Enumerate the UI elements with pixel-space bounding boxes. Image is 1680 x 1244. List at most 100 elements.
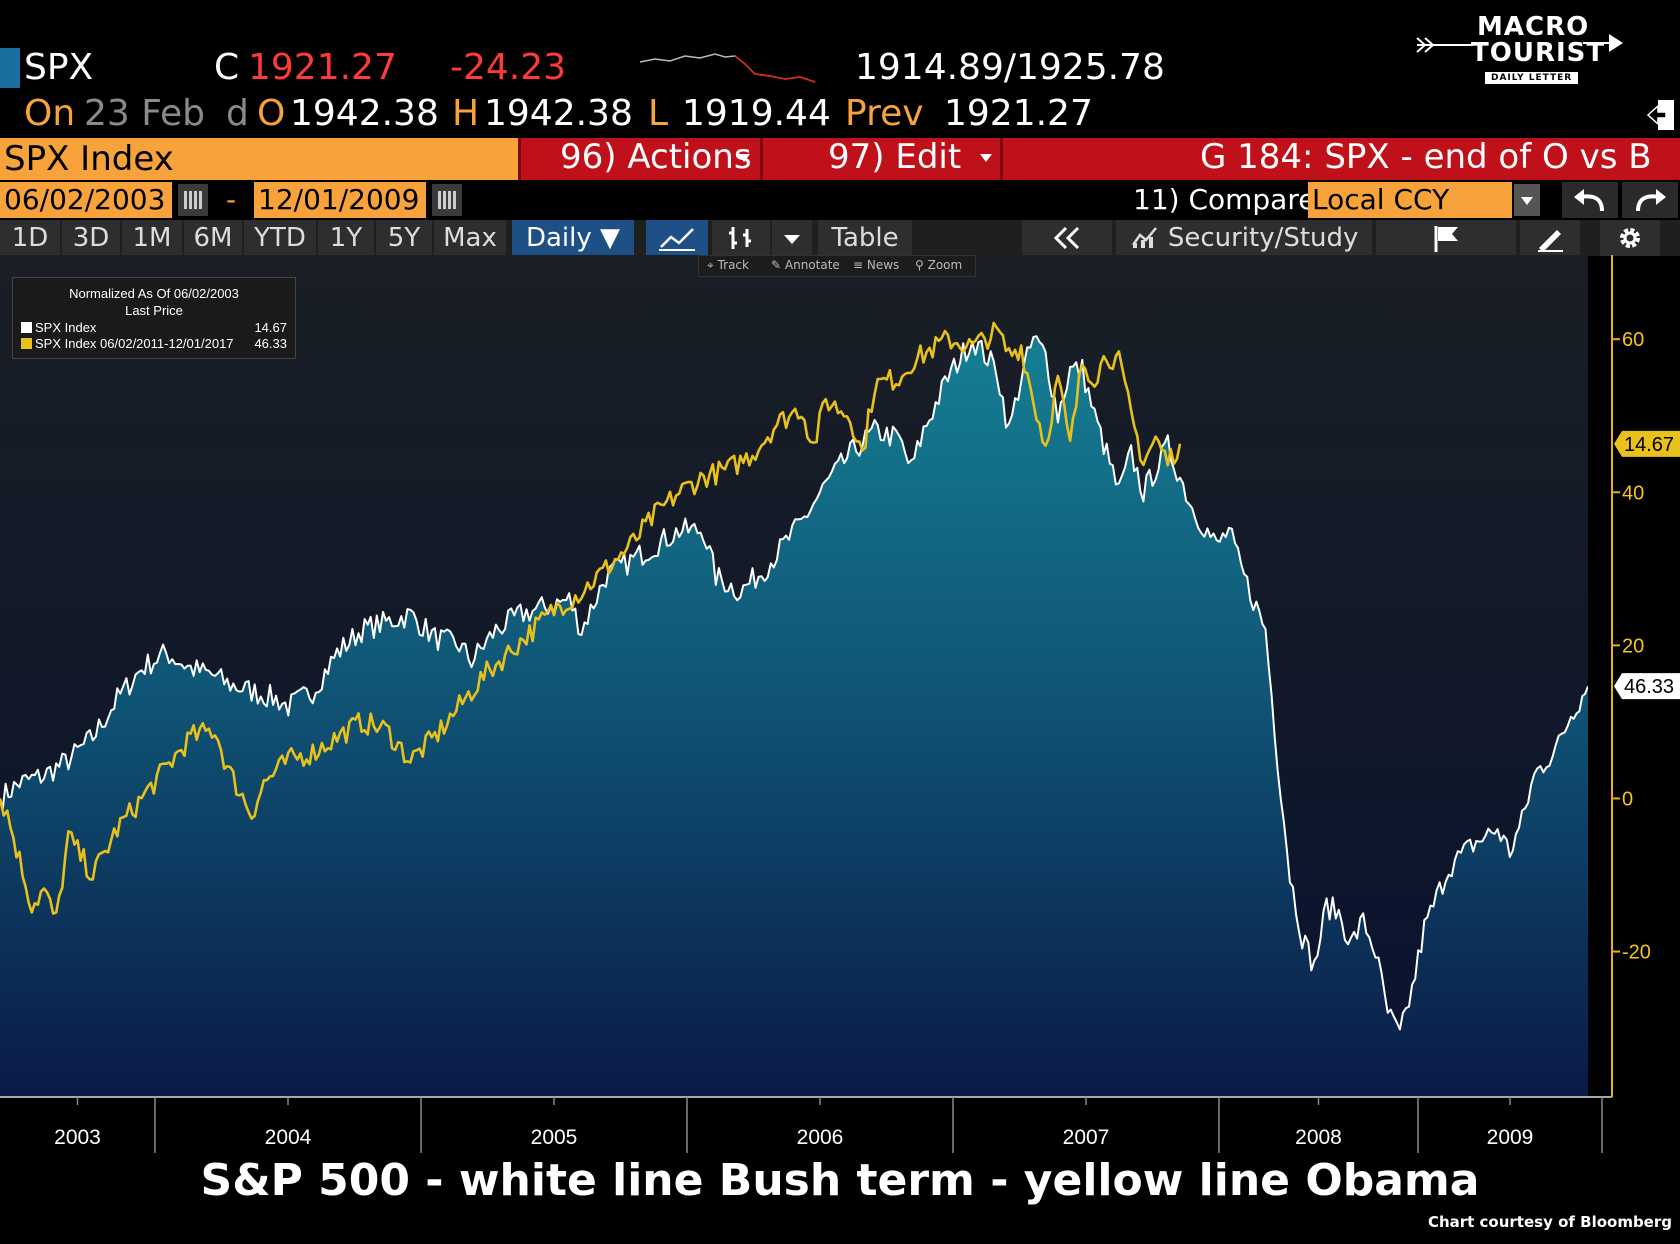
open-label: O [257, 93, 286, 134]
chart-caption: S&P 500 - white line Bush term - yellow … [200, 1155, 1480, 1206]
x-tick-label: 2009 [1487, 1126, 1534, 1149]
legend-row-obama: SPX Index 06/02/2011-12/01/2017 46.33 [21, 336, 287, 351]
sparkline [640, 53, 816, 83]
last-value-tag-obama: 14.67 [1614, 430, 1680, 457]
redo-icon[interactable] [1622, 182, 1678, 218]
range-5y[interactable]: 5Y [376, 220, 432, 256]
collapse-left-icon[interactable] [1022, 220, 1112, 256]
on-label: On [24, 93, 76, 134]
divider [760, 138, 763, 180]
chart-legend[interactable]: Normalized As Of 06/02/2003 Last Price S… [12, 277, 296, 359]
study-icon [1131, 227, 1157, 248]
undo-icon[interactable] [1562, 182, 1618, 218]
logo-line-1: MACRO [1477, 12, 1590, 42]
last-prefix: C [214, 47, 240, 88]
gear-icon[interactable] [1600, 220, 1660, 256]
track-tool[interactable]: ⌖ Track [707, 258, 749, 272]
export-icon[interactable] [1646, 98, 1676, 132]
logo-line-3: DAILY LETTER [1485, 72, 1579, 84]
chart-credit: Chart courtesy of Bloomberg [1427, 1213, 1672, 1231]
edit-annotation-icon[interactable] [1520, 220, 1580, 256]
edit-button[interactable]: 97) Edit [828, 137, 962, 177]
range-1d[interactable]: 1D [0, 220, 60, 256]
currency-select[interactable]: Local CCY [1308, 182, 1512, 218]
open-value: 1942.38 [290, 93, 439, 134]
legend-row-bush: SPX Index 14.67 [21, 320, 287, 335]
security-study-label: Security/Study [1167, 223, 1359, 253]
news-tool[interactable]: ≡ News [853, 258, 900, 272]
chart-type-dropdown-icon[interactable] [772, 220, 812, 256]
range-1m[interactable]: 1M [122, 220, 182, 256]
last-value-label: 14.67 [1624, 434, 1674, 456]
annotate-tool[interactable]: ✎ Annotate [771, 258, 840, 272]
divider [1000, 138, 1003, 180]
line-chart-icon[interactable] [646, 220, 708, 256]
date-range-dash: - [226, 183, 237, 216]
x-tick-label: 2008 [1295, 1126, 1342, 1149]
net-change: -24.23 [450, 47, 567, 88]
last-price: 1921.27 [248, 47, 397, 88]
d-label: d [226, 93, 249, 134]
actions-button[interactable]: 96) Actions [560, 137, 752, 177]
ticker[interactable]: SPX [24, 47, 94, 88]
quote-date: 23 Feb [84, 93, 205, 134]
y-tick-label: 40 [1622, 482, 1644, 504]
arrow-fletch-icon [1416, 37, 1473, 53]
action-bar: SPX Index 96) Actions 97) Edit G 184: SP… [0, 138, 1680, 180]
compare-button[interactable]: 11) Compare [1133, 183, 1316, 216]
zoom-tool[interactable]: ⚲ Zoom [915, 258, 963, 272]
bar-chart-icon[interactable] [712, 220, 770, 256]
prev-value: 1921.27 [944, 93, 1093, 134]
prev-label: Prev [845, 93, 924, 134]
table-button[interactable]: Table [818, 220, 912, 256]
divider [518, 138, 521, 180]
arrow-head-icon [1583, 34, 1623, 52]
legend-swatch-white [21, 322, 32, 333]
date-row: 06/02/2003 - 12/01/2009 11) Compare Loca… [0, 182, 1680, 218]
range-3d[interactable]: 3D [62, 220, 120, 256]
series-line-bush[interactable] [0, 335, 1588, 1031]
x-tick-label: 2007 [1063, 1126, 1110, 1149]
y-tick-label: 20 [1622, 635, 1644, 657]
end-date-input[interactable]: 12/01/2009 [254, 182, 426, 218]
last-value-label: 46.33 [1624, 676, 1674, 698]
low-label: L [648, 93, 669, 134]
x-tick-label: 2003 [54, 1126, 101, 1149]
bid-ask: 1914.89/1925.78 [855, 47, 1165, 88]
x-tick-label: 2005 [531, 1126, 578, 1149]
legend-label: SPX Index [35, 320, 97, 335]
x-tick-label: 2004 [265, 1126, 312, 1149]
y-tick-label: 0 [1622, 788, 1633, 810]
series-area-bush [0, 336, 1588, 1097]
chevron-down-icon[interactable] [980, 154, 992, 164]
calendar-icon[interactable] [178, 184, 208, 216]
series-line-obama[interactable] [0, 321, 1182, 915]
chevron-down-icon[interactable] [738, 154, 750, 164]
y-tick-label: -20 [1622, 942, 1651, 964]
security-field[interactable]: SPX Index [0, 138, 518, 180]
currency-dropdown-icon[interactable] [1514, 184, 1540, 216]
flag-icon[interactable] [1376, 220, 1516, 256]
start-date-input[interactable]: 06/02/2003 [0, 182, 172, 218]
legend-label: SPX Index 06/02/2011-12/01/2017 [35, 336, 234, 351]
legend-value: 14.67 [254, 320, 287, 335]
range-6m[interactable]: 6M [184, 220, 242, 256]
chart-mini-toolbar: ⌖ Track ✎ Annotate ≡ News ⚲ Zoom [698, 255, 976, 277]
macro-tourist-logo: MACRO TOURIST DAILY LETTER [1415, 10, 1625, 90]
y-tick-label: 60 [1622, 329, 1644, 351]
chart-title: G 184: SPX - end of O vs B [1200, 137, 1652, 177]
range-max[interactable]: Max [434, 220, 506, 256]
range-1y[interactable]: 1Y [318, 220, 374, 256]
period-select[interactable]: Daily ▼ [512, 220, 634, 256]
legend-value: 46.33 [254, 336, 287, 351]
x-tick-label: 2006 [797, 1126, 844, 1149]
ticker-marker [0, 48, 20, 88]
last-value-tag-bush: 46.33 [1614, 673, 1680, 700]
security-study-button[interactable]: Security/Study [1116, 220, 1372, 256]
legend-subheader: Last Price [125, 303, 183, 318]
calendar-icon[interactable] [432, 184, 462, 216]
range-ytd[interactable]: YTD [244, 220, 316, 256]
range-row: 1D 3D 1M 6M YTD 1Y 5Y Max Daily ▼ Table … [0, 220, 1680, 256]
quote-header: SPX C 1921.27 -24.23 1914.89/1925.78 On … [0, 40, 1440, 140]
